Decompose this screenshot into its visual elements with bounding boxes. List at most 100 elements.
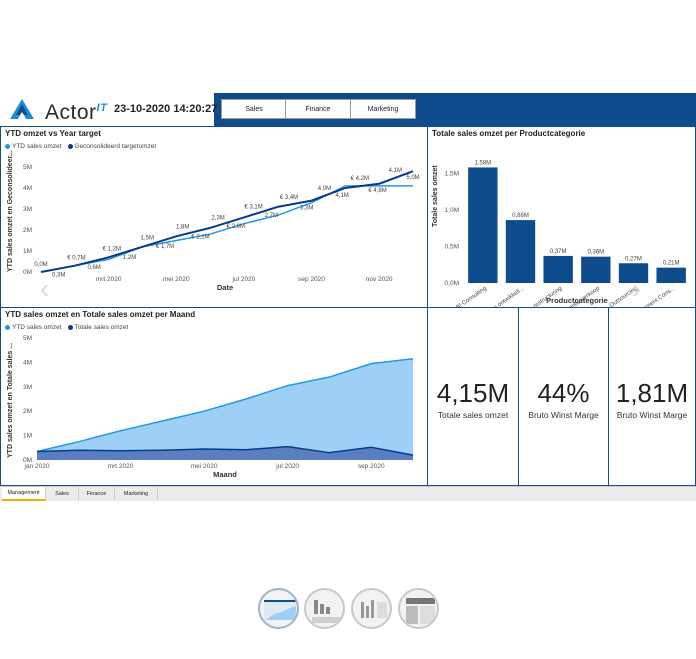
y-tick-label: 0,0M	[445, 280, 459, 287]
bar-chart: 0,0M 0,5M 1,0M 1,5M Totale sales omzet 1,58M B…	[432, 160, 686, 307]
y-tick-label: 1M	[23, 248, 32, 255]
x-tick-label: mrt 2020	[96, 276, 122, 283]
x-tick-label: nov 2020	[366, 276, 393, 283]
data-label: 2,7M	[265, 213, 278, 219]
series-line-target	[40, 170, 414, 273]
actorit-logo: ActorIT	[9, 98, 108, 124]
tab-sales[interactable]: Sales	[46, 487, 79, 501]
data-label: € 3,1M	[244, 204, 262, 210]
data-label: € 1,7M	[156, 244, 174, 250]
data-label: 4,1M	[335, 193, 348, 199]
y-axis-title: YTD sales omzet en Geconsolideer...	[7, 150, 14, 272]
y-tick-label: 4M	[23, 185, 32, 192]
data-label: € 4,2M	[351, 176, 369, 182]
nav-button-finance[interactable]: Finance	[285, 99, 351, 119]
kpi-value: 4,15M	[436, 378, 510, 408]
data-label: 0,3M	[52, 273, 65, 279]
y-tick-label: 1,0M	[445, 207, 459, 214]
thumbnail-chart-icon	[361, 600, 387, 618]
prev-arrow-icon[interactable]: ‹	[40, 273, 50, 304]
y-tick-label: 2M	[23, 408, 32, 415]
data-label: 1,58M	[474, 160, 491, 166]
data-label: 0,6M	[87, 265, 100, 271]
data-label: 5,0M	[406, 175, 419, 181]
data-label: 0,36M	[587, 250, 604, 256]
y-tick-label: 5M	[23, 164, 32, 171]
legend-item-ytd: YTD sales omzet	[5, 324, 62, 331]
logo-icon	[10, 99, 34, 119]
series-line-total	[36, 445, 414, 456]
tab-finance[interactable]: Finance	[79, 487, 115, 501]
bar	[656, 267, 686, 283]
bar	[618, 263, 649, 283]
thumbnail-table-icon	[406, 598, 435, 624]
thumbnail-4[interactable]	[398, 588, 439, 629]
line-chart: 0M 1M 2M 3M 4M 5M mrt 2020 mei 2020 jul 2020 sep …	[7, 150, 420, 292]
y-tick-label: 0,5M	[445, 243, 459, 250]
data-label: 0,86M	[512, 213, 529, 219]
thumbnail-1[interactable]	[258, 588, 299, 629]
bar	[468, 167, 498, 283]
area-chart: 0M 1M 2M 3M 4M 5M jan 2020 mrt 2020 mei 2020 jul …	[7, 335, 414, 479]
kpi-label: Bruto Winst Marge	[616, 410, 688, 420]
panel-title: Totale sales omzet per Productcategorie	[432, 129, 586, 138]
data-label: € 4,8M	[368, 188, 386, 194]
series-area-total	[37, 446, 413, 460]
panel-ytd-target[interactable]: YTD omzet vs Year target YTD sales omzet…	[0, 126, 428, 308]
kpi-label: Bruto Winst Marge	[528, 410, 599, 420]
tab-marketing[interactable]: Marketing	[115, 487, 158, 501]
chart-legend: YTD sales omzet Totale sales omzet	[5, 324, 128, 331]
bar	[505, 220, 536, 283]
nav-button-marketing[interactable]: Marketing	[350, 99, 416, 119]
data-label: 1,8M	[176, 225, 189, 231]
kpi-label: Totale sales omzet	[437, 410, 509, 420]
chart-legend: YTD sales omzet Geconsolideerd targetomz…	[5, 143, 156, 150]
y-tick-label: 5M	[23, 335, 32, 342]
thumbnail-dashboard-icon	[264, 600, 297, 620]
thumbnail-bar-icon	[312, 600, 342, 623]
nav-button-sales[interactable]: Sales	[221, 99, 287, 119]
kpi-card-margin-abs[interactable]: 1,81M Bruto Winst Marge	[608, 307, 696, 486]
x-axis-title: Maand	[213, 470, 237, 479]
panel-title: YTD omzet vs Year target	[5, 129, 101, 138]
thumbnail-2[interactable]	[304, 588, 345, 629]
report-header: ActorIT 23-10-2020 14:20:27 Sales Financ…	[0, 93, 696, 126]
x-tick-label: jul 2020	[275, 463, 299, 470]
x-tick-label: jan 2020	[24, 463, 50, 470]
series-line-ytd	[40, 185, 413, 273]
y-tick-label: 0M	[23, 269, 32, 276]
next-arrow-icon[interactable]: ›	[632, 273, 642, 304]
panel-category[interactable]: Totale sales omzet per Productcategorie …	[427, 126, 696, 308]
panel-title: YTD sales omzet en Totale sales omzet pe…	[5, 310, 196, 319]
y-tick-label: 2M	[23, 227, 32, 234]
x-tick-label: mrt 2020	[108, 463, 134, 470]
series-line-ytd	[36, 357, 414, 453]
category-tick-label: BI Consulting	[455, 286, 488, 307]
y-tick-label: 4M	[23, 359, 32, 366]
panel-monthly[interactable]: YTD sales omzet en Totale sales omzet pe…	[0, 307, 428, 486]
bar	[581, 256, 611, 283]
x-tick-label: jul 2020	[232, 276, 256, 283]
x-tick-label: sep 2020	[358, 463, 385, 470]
thumbnail-3[interactable]	[351, 588, 392, 629]
data-label: 0,0M	[34, 262, 47, 268]
y-tick-label: 3M	[23, 206, 32, 213]
data-label: 1,2M	[123, 255, 136, 261]
data-label: 4,0M	[318, 186, 331, 192]
y-axis-title: YTD sales omzet en Totale sales ...	[7, 343, 14, 458]
kpi-card-sales[interactable]: 4,15M Totale sales omzet	[427, 307, 519, 486]
kpi-card-margin-pct[interactable]: 44% Bruto Winst Marge	[518, 307, 609, 486]
logo-wordmark: ActorIT	[45, 101, 108, 124]
data-label: 0,21M	[663, 261, 680, 267]
kpi-value: 1,81M	[615, 378, 689, 408]
legend-item-ytd: YTD sales omzet	[5, 143, 62, 150]
series-area-ytd	[37, 358, 413, 460]
report-canvas: ActorIT 23-10-2020 14:20:27 Sales Financ…	[0, 93, 696, 501]
x-tick-label: sep 2020	[298, 276, 325, 283]
page-tabs: Management Sales Finance Marketing	[0, 486, 696, 501]
x-tick-label: mei 2020	[163, 276, 190, 283]
x-axis-title: Date	[217, 283, 233, 292]
bar	[543, 255, 573, 283]
y-tick-label: 1,5M	[445, 170, 459, 177]
tab-management[interactable]: Management	[2, 487, 46, 501]
